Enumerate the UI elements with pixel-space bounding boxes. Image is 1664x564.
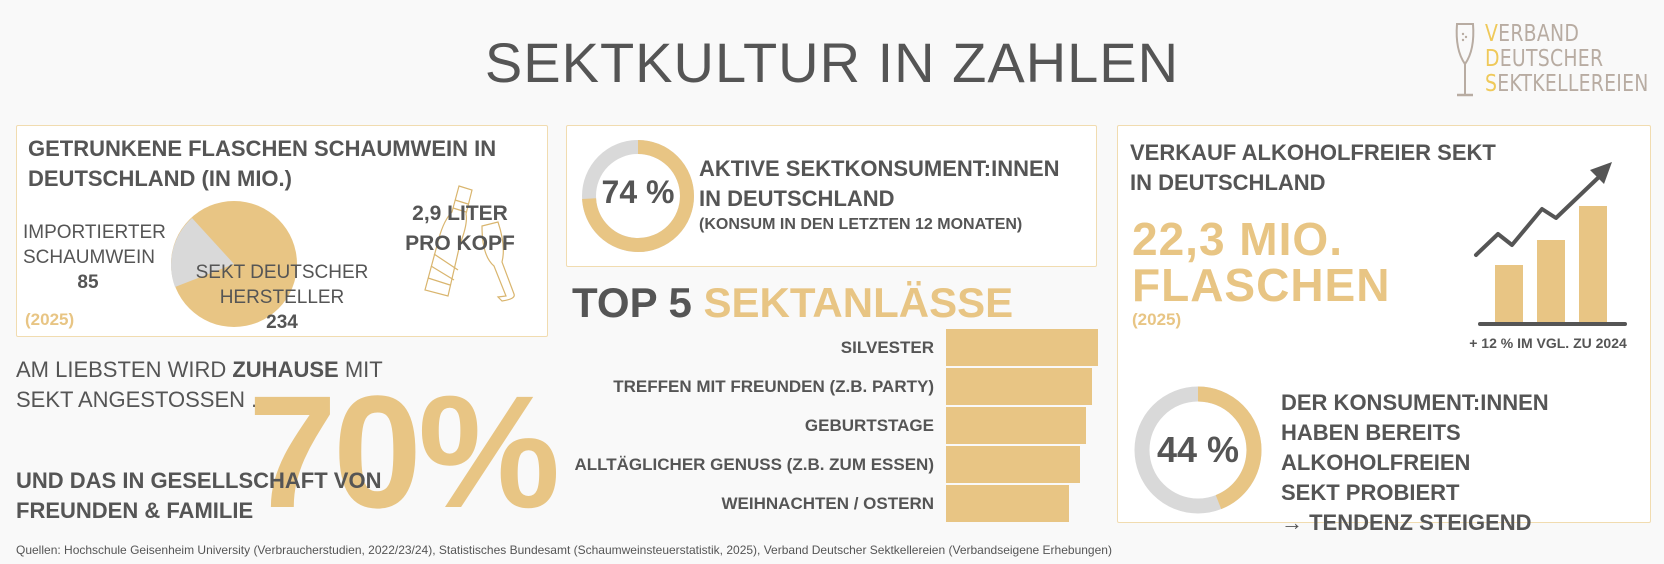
- bar-row: TREFFEN MIT FREUNDEN (Z.B. PARTY): [566, 368, 1092, 405]
- per-capita: 2,9 LITER PRO KOPF: [405, 202, 515, 255]
- active-percent: 74 %: [601, 174, 675, 210]
- sources-footer: Quellen: Hochschule Geisenheim Universit…: [16, 543, 1112, 557]
- alcfree-year: (2025): [1132, 310, 1182, 329]
- bottles-card: GETRUNKENE FLASCHEN SCHAUMWEIN IN DEUTSC…: [16, 125, 548, 337]
- bar: [946, 329, 1098, 366]
- alcfree-heading: VERKAUF ALKOHOLFREIER SEKT IN DEUTSCHLAN…: [1130, 140, 1496, 195]
- logo-line-1: VERBAND: [1485, 21, 1580, 47]
- top5-bar-chart: SILVESTER TREFFEN MIT FREUNDEN (Z.B. PAR…: [566, 329, 1106, 525]
- bottle-and-glass-icon: [424, 185, 515, 302]
- page-title: SEKTKULTUR IN ZAHLEN: [484, 31, 1180, 94]
- alcohol-free-card: VERKAUF ALKOHOLFREIER SEKT IN DEUTSCHLAN…: [1117, 125, 1651, 535]
- active-heading: AKTIVE SEKTKONSUMENT:INNEN IN DEUTSCHLAN…: [699, 156, 1060, 233]
- bar: [946, 368, 1092, 405]
- bar-row: WEIHNACHTEN / OSTERN: [566, 485, 1069, 522]
- bar: [946, 446, 1080, 483]
- bottles-pie-chart: [171, 201, 297, 327]
- logo-line-2: DEUTSCHER: [1485, 46, 1604, 72]
- home-big-percent: 70%: [248, 362, 560, 541]
- german-label: SEKT DEUTSCHER HERSTELLER 234: [195, 262, 369, 333]
- tried-text: DER KONSUMENT:INNEN HABEN BEREITS ALKOHO…: [1281, 390, 1549, 535]
- bar-row: ALLTÄGLICHER GENUSS (Z.B. ZUM ESSEN): [566, 446, 1080, 483]
- growth-chart-icon: [1474, 162, 1627, 326]
- champagne-flute-icon: [1455, 23, 1475, 97]
- top5-title: TOP 5 SEKTANLÄSSE: [572, 279, 1014, 326]
- import-label: IMPORTIERTER SCHAUMWEIN 85: [23, 222, 166, 293]
- bar: [946, 485, 1069, 522]
- active-donut-chart: [582, 140, 694, 252]
- active-consumers-card: 74 % AKTIVE SEKTKONSUMENT:INNEN IN DEUTS…: [566, 125, 1097, 267]
- alcfree-big-number: 22,3 MIO. FLASCHEN: [1132, 213, 1391, 311]
- company-text: UND DAS IN GESELLSCHAFT VON FREUNDEN & F…: [16, 468, 382, 523]
- home-text: AM LIEBSTEN WIRD ZUHAUSE MIT SEKT ANGEST…: [16, 357, 383, 412]
- bottles-year: (2025): [25, 310, 75, 329]
- tried-percent: 44 %: [1156, 429, 1240, 470]
- bar-row: GEBURTSTAGE: [566, 407, 1086, 444]
- growth-label: + 12 % IM VGL. ZU 2024: [1469, 335, 1627, 351]
- tried-donut-chart: [1134, 386, 1262, 514]
- bar: [946, 407, 1086, 444]
- logo: VERBAND DEUTSCHER SEKTKELLEREIEN: [1453, 22, 1653, 102]
- bar-row: SILVESTER: [566, 329, 1098, 366]
- bottles-heading: GETRUNKENE FLASCHEN SCHAUMWEIN IN DEUTSC…: [28, 136, 497, 191]
- logo-line-3: SEKTKELLEREIEN: [1485, 71, 1649, 97]
